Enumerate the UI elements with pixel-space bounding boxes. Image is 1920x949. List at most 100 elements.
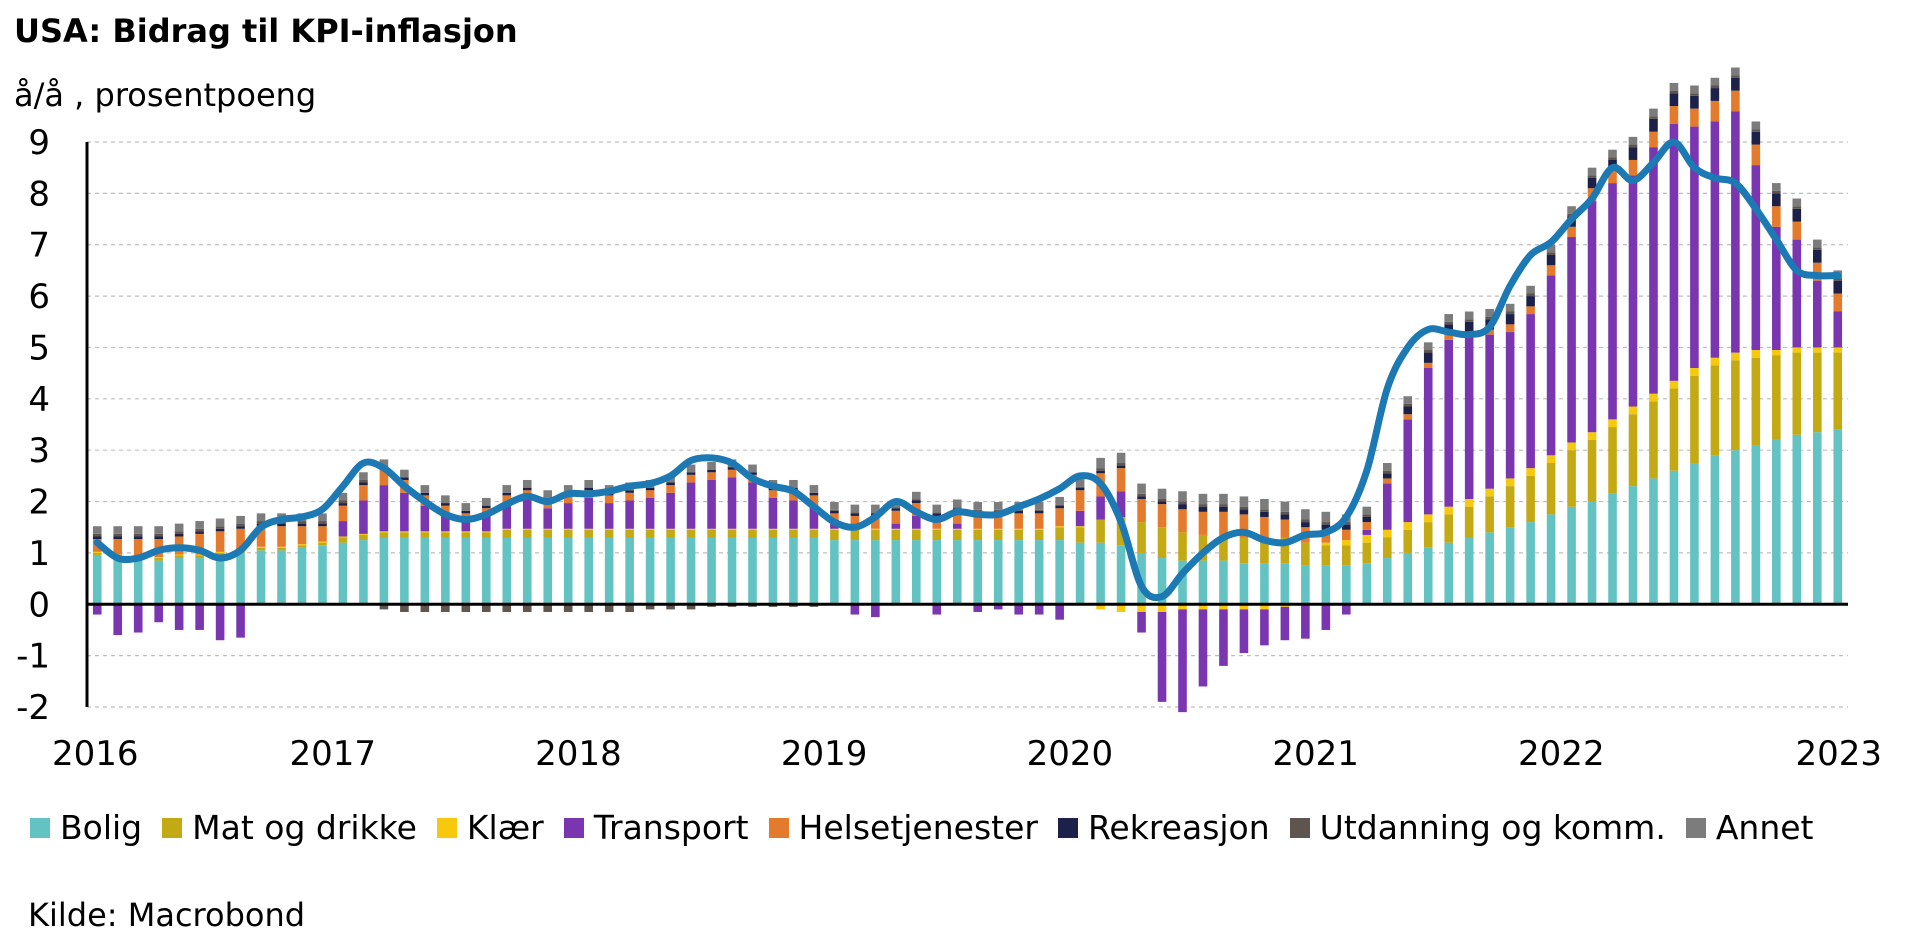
bar-bolig bbox=[932, 540, 942, 605]
bar-kl-r bbox=[1526, 468, 1535, 476]
bar-mat-og-drikke bbox=[1485, 496, 1494, 533]
bar-transport bbox=[1772, 226, 1781, 351]
bar-bolig bbox=[1608, 493, 1617, 605]
bar-kl-r bbox=[256, 546, 266, 548]
bar-mat-og-drikke bbox=[850, 529, 860, 541]
bar-rekreasjon bbox=[1116, 465, 1126, 469]
bar-annet bbox=[1382, 463, 1392, 471]
bar-transport bbox=[1362, 529, 1372, 535]
bar-kl-r bbox=[1096, 604, 1105, 610]
bar-mat-og-drikke bbox=[707, 529, 716, 538]
bar-utdanning-og-komm bbox=[1751, 129, 1761, 132]
bar-mat-og-drikke bbox=[174, 555, 184, 559]
bar-utdanning-og-komm bbox=[441, 604, 450, 612]
bar-rekreasjon bbox=[1526, 296, 1535, 307]
bar-annet bbox=[789, 479, 798, 488]
bar-transport bbox=[891, 523, 901, 529]
bar-bolig bbox=[1219, 560, 1228, 605]
bar-transport bbox=[359, 500, 368, 534]
bar-annet bbox=[932, 504, 942, 513]
bar-bolig bbox=[1444, 542, 1454, 605]
bar-rekreasjon bbox=[1178, 504, 1187, 510]
bar-rekreasjon bbox=[666, 482, 675, 486]
bar-utdanning-og-komm bbox=[604, 604, 614, 612]
bar-annet bbox=[502, 485, 512, 493]
bar-bolig bbox=[1628, 486, 1638, 605]
legend-item: Klær bbox=[436, 808, 544, 847]
bar-transport bbox=[1567, 237, 1576, 443]
bar-mat-og-drikke bbox=[297, 545, 307, 548]
bar-kl-r bbox=[1382, 529, 1392, 538]
bar-kl-r bbox=[1034, 528, 1044, 530]
bar-helsetjenester bbox=[1382, 478, 1392, 484]
legend-label: Helsetjenester bbox=[798, 808, 1038, 847]
bar-kl-r bbox=[1546, 455, 1556, 464]
bar-kl-r bbox=[543, 528, 553, 530]
bar-bolig bbox=[1669, 470, 1679, 605]
bar-rekreasjon bbox=[707, 469, 716, 473]
bar-utdanning-og-komm bbox=[113, 533, 123, 537]
bar-utdanning-og-komm bbox=[584, 604, 593, 612]
bar-transport bbox=[686, 482, 696, 529]
bar-rekreasjon bbox=[338, 503, 348, 506]
bar-bolig bbox=[1772, 439, 1781, 605]
legend-swatch bbox=[162, 817, 183, 838]
bar-annet bbox=[1731, 67, 1740, 76]
bar-kl-r bbox=[727, 528, 737, 530]
bar-helsetjenester bbox=[379, 469, 389, 486]
bar-helsetjenester bbox=[338, 505, 348, 522]
bar-utdanning-og-komm bbox=[92, 533, 102, 537]
bar-annet bbox=[174, 523, 184, 532]
bar-bolig bbox=[297, 547, 307, 605]
bar-mat-og-drikke bbox=[625, 529, 634, 538]
bar-transport bbox=[1096, 496, 1105, 520]
bar-annet bbox=[1505, 303, 1515, 312]
bar-transport bbox=[563, 503, 573, 529]
bar-utdanning-og-komm bbox=[400, 604, 409, 612]
bar-transport bbox=[1526, 314, 1535, 469]
bar-annet bbox=[1812, 239, 1822, 248]
bar-mat-og-drikke bbox=[1444, 514, 1454, 543]
bar-rekreasjon bbox=[1362, 516, 1372, 523]
bar-kl-r bbox=[1198, 604, 1208, 610]
bar-transport bbox=[645, 497, 655, 529]
bar-bolig bbox=[338, 542, 348, 605]
bar-transport bbox=[400, 492, 409, 532]
bar-utdanning-og-komm bbox=[1669, 90, 1679, 94]
bar-rekreasjon bbox=[584, 487, 593, 491]
bar-mat-og-drikke bbox=[1751, 357, 1761, 446]
legend-label: Klær bbox=[466, 808, 544, 847]
bar-helsetjenester bbox=[1055, 508, 1064, 527]
bar-bolig bbox=[1321, 565, 1331, 605]
bar-rekreasjon bbox=[441, 503, 450, 506]
legend-item: Rekreasjon bbox=[1057, 808, 1270, 847]
bar-helsetjenester bbox=[1260, 516, 1269, 538]
bar-rekreasjon bbox=[1403, 406, 1413, 415]
bar-annet bbox=[1075, 478, 1085, 487]
bar-bolig bbox=[1075, 542, 1085, 605]
bar-kl-r bbox=[932, 528, 942, 530]
bar-mat-og-drikke bbox=[1239, 537, 1249, 564]
bar-transport bbox=[973, 604, 983, 612]
bar-annet bbox=[707, 461, 716, 470]
bar-transport bbox=[1628, 175, 1638, 407]
bar-bolig bbox=[92, 555, 102, 605]
legend-swatch bbox=[30, 817, 50, 838]
bar-utdanning-og-komm bbox=[563, 604, 573, 612]
bar-utdanning-og-komm bbox=[1526, 293, 1535, 297]
bar-kl-r bbox=[318, 541, 327, 543]
bar-utdanning-og-komm bbox=[297, 521, 307, 524]
bar-transport bbox=[1444, 339, 1454, 507]
bar-utdanning-og-komm bbox=[1096, 468, 1105, 471]
bar-utdanning-og-komm bbox=[1587, 175, 1597, 178]
bar-mat-og-drikke bbox=[1382, 537, 1392, 559]
bar-mat-og-drikke bbox=[871, 529, 880, 541]
bar-mat-og-drikke bbox=[1260, 537, 1269, 564]
bar-rekreasjon bbox=[1710, 88, 1720, 101]
legend-label: Rekreasjon bbox=[1087, 808, 1270, 847]
bar-transport bbox=[1546, 275, 1556, 456]
bar-rekreasjon bbox=[1321, 524, 1331, 530]
bar-kl-r bbox=[1587, 432, 1597, 440]
bar-kl-r bbox=[809, 528, 819, 530]
bar-annet bbox=[1751, 121, 1761, 130]
